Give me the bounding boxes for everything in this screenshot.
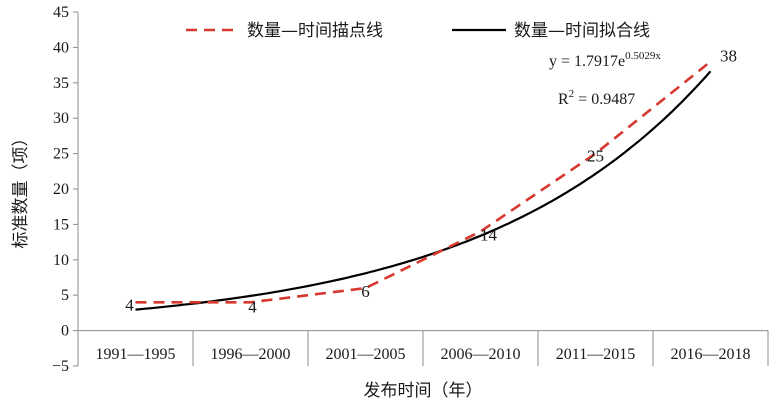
series-line-fit [135,70,712,311]
r-squared-base: R [558,91,569,108]
data-labels: 4 4 6 14 25 38 [125,47,737,317]
y-tick-label: 45 [53,4,69,21]
data-label: 25 [587,147,604,166]
y-axis-title: 标准数量（项） [11,130,31,249]
legend-label-observed: 数量—时间描点线 [247,21,383,41]
x-tick-label: 1991—1995 [96,346,176,363]
data-label: 38 [720,47,737,66]
r-squared: R2 = 0.9487 [558,88,635,108]
data-label: 4 [125,295,134,314]
series-line-observed [135,60,712,304]
r-squared-value: = 0.9487 [574,91,635,108]
fit-equation: y = 1.7917e0.5029x [549,50,661,70]
r-squared-sup: 2 [569,88,575,100]
data-label: 4 [248,297,257,316]
y-tick-label: 35 [53,75,69,92]
legend: 数量—时间描点线 数量—时间拟合线 [186,21,650,41]
x-tick-label: 2001—2005 [326,346,406,363]
y-tick-label: 40 [53,39,69,56]
x-tick-label: 2006—2010 [441,346,521,363]
y-tick-label: 30 [53,110,69,127]
y-tick-label: 20 [53,181,69,198]
x-tick-label: 2011—2015 [556,346,635,363]
y-tick-label: 25 [53,146,69,163]
x-axis-title: 发布时间（年） [364,381,483,401]
y-tick-label: 5 [61,287,69,304]
data-label: 6 [361,282,370,301]
x-tick-labels: 1991—1995 1996—2000 2001—2005 2006—2010 2011… [96,346,751,363]
x-tick-label: 2016—2018 [671,346,751,363]
y-tick-label: 10 [53,252,69,269]
y-tick-label: 0 [61,323,69,340]
y-tick-labels: −5 0 5 10 15 20 25 30 35 40 45 [52,4,69,375]
legend-label-fit: 数量—时间拟合线 [514,21,650,41]
fit-equation-base: y = 1.7917e [549,53,625,70]
data-label: 14 [480,225,498,244]
y-tick-label: −5 [52,358,69,375]
y-tick-label: 15 [53,216,69,233]
fit-equation-exponent: 0.5029x [625,50,661,62]
x-tick-label: 1996—2000 [211,346,291,363]
axes [73,11,769,367]
